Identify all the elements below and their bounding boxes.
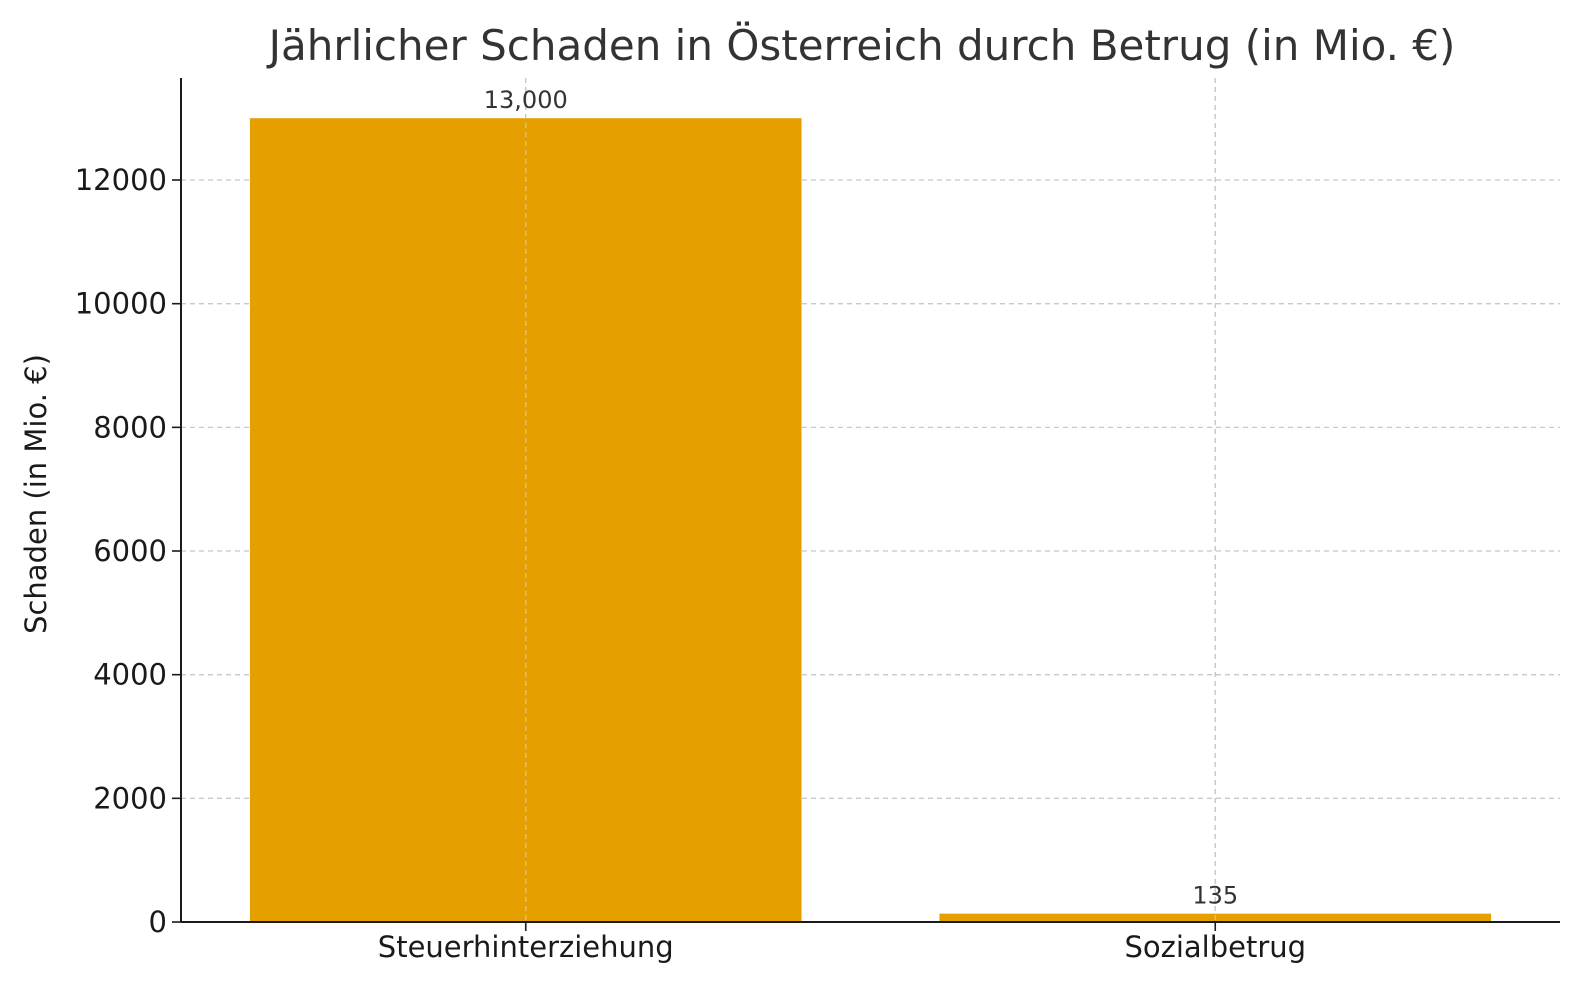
y-tick-label: 4000 bbox=[93, 658, 167, 692]
bar-value-label: 13,000 bbox=[484, 86, 568, 114]
x-tick-label: Steuerhinterziehung bbox=[378, 930, 674, 964]
tick-labels: 0 2000 4000 6000 8000 10000 12000 Steuerhinterz… bbox=[75, 163, 1306, 964]
chart-title: Jährlicher Schaden in Österreich durch B… bbox=[266, 20, 1456, 70]
data-labels: 13,000 135 bbox=[484, 86, 1238, 909]
bar-value-label: 135 bbox=[1192, 882, 1238, 910]
y-tick-label: 8000 bbox=[93, 410, 167, 444]
y-tick-label: 2000 bbox=[93, 781, 167, 815]
y-tick-label: 10000 bbox=[75, 287, 167, 321]
axes bbox=[172, 78, 1560, 931]
x-tick-label: Sozialbetrug bbox=[1124, 930, 1306, 964]
bars bbox=[249, 78, 1492, 922]
y-tick-label: 0 bbox=[149, 905, 167, 939]
y-axis-label: Schaden (in Mio. €) bbox=[19, 354, 53, 634]
y-tick-label: 12000 bbox=[75, 163, 167, 197]
y-tick-label: 6000 bbox=[93, 534, 167, 568]
